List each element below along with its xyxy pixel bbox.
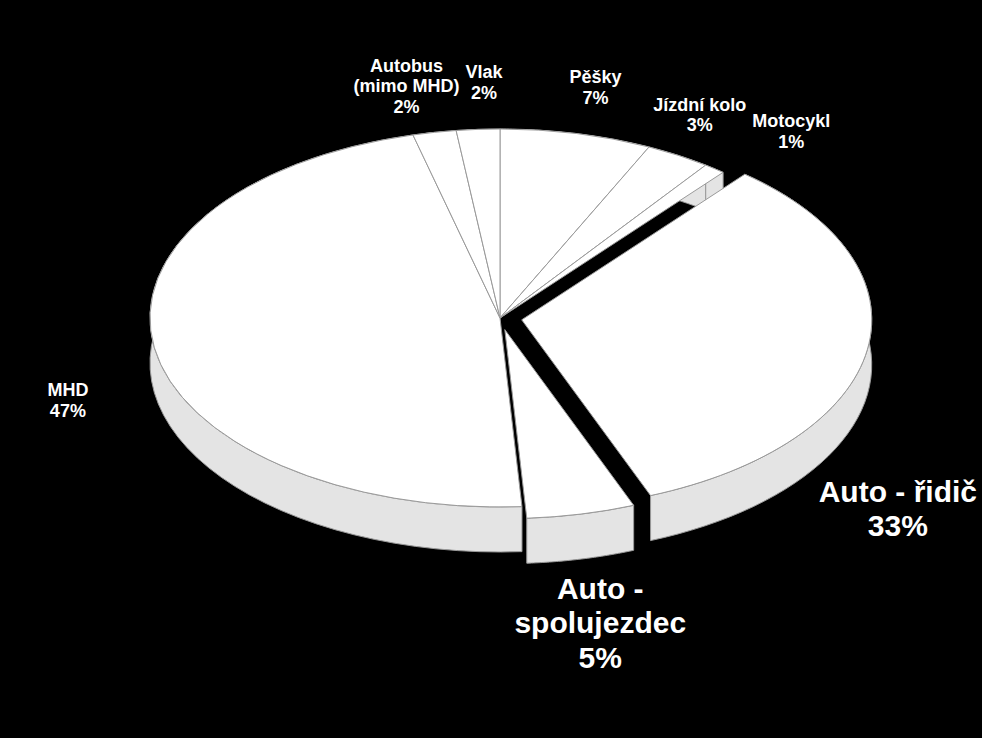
value-label: 47% bbox=[50, 401, 86, 421]
category-label-line: Auto - bbox=[557, 572, 644, 605]
category-label: Pěšky bbox=[569, 67, 621, 87]
category-label: MHD bbox=[47, 380, 88, 400]
category-label: Motocykl bbox=[752, 111, 830, 131]
chart-container: Pěšky7%Jízdní kolo3%Motocykl1%Auto - řid… bbox=[0, 0, 982, 738]
category-label-line: Pěšky bbox=[569, 67, 621, 87]
slice-label: Jízdní kolo3% bbox=[653, 95, 746, 136]
slice-group bbox=[505, 330, 634, 519]
category-label-line: Vlak bbox=[466, 62, 504, 82]
labels: Pěšky7%Jízdní kolo3%Motocykl1%Auto - řid… bbox=[47, 56, 977, 674]
value-label: 2% bbox=[394, 97, 420, 117]
chart-svg: Pěšky7%Jízdní kolo3%Motocykl1%Auto - řid… bbox=[0, 0, 982, 738]
slice-label: MHD47% bbox=[47, 380, 88, 421]
pie-marks bbox=[150, 129, 872, 563]
slice-label: Auto - řidič33% bbox=[819, 475, 977, 543]
pie-slice bbox=[505, 330, 634, 519]
slice-label: Autobus(mimo MHD)2% bbox=[354, 56, 460, 117]
category-label-line: Auto - řidič bbox=[819, 475, 977, 508]
category-label: Vlak bbox=[466, 62, 504, 82]
category-label-line: spolujezdec bbox=[514, 606, 686, 639]
slice-label: Vlak2% bbox=[466, 62, 504, 103]
value-label: 3% bbox=[687, 115, 713, 135]
value-label: 2% bbox=[471, 83, 497, 103]
value-label: 5% bbox=[579, 641, 622, 674]
slice-label: Auto -spolujezdec5% bbox=[514, 572, 686, 674]
slice-label: Pěšky7% bbox=[569, 67, 621, 108]
slice-label: Motocykl1% bbox=[752, 111, 830, 152]
category-label-line: (mimo MHD) bbox=[354, 76, 460, 96]
category-label: Auto - řidič bbox=[819, 475, 977, 508]
slice-group bbox=[456, 129, 500, 318]
background bbox=[0, 0, 982, 738]
value-label: 1% bbox=[778, 132, 804, 152]
category-label: Jízdní kolo bbox=[653, 95, 746, 115]
category-label-line: Motocykl bbox=[752, 111, 830, 131]
value-label: 7% bbox=[582, 88, 608, 108]
value-label: 33% bbox=[868, 509, 928, 542]
category-label: Autobus(mimo MHD) bbox=[354, 56, 460, 97]
category-label: Auto -spolujezdec bbox=[514, 572, 686, 640]
category-label-line: MHD bbox=[47, 380, 88, 400]
category-label-line: Autobus bbox=[370, 56, 443, 76]
pie-slice bbox=[456, 129, 500, 318]
category-label-line: Jízdní kolo bbox=[653, 95, 746, 115]
